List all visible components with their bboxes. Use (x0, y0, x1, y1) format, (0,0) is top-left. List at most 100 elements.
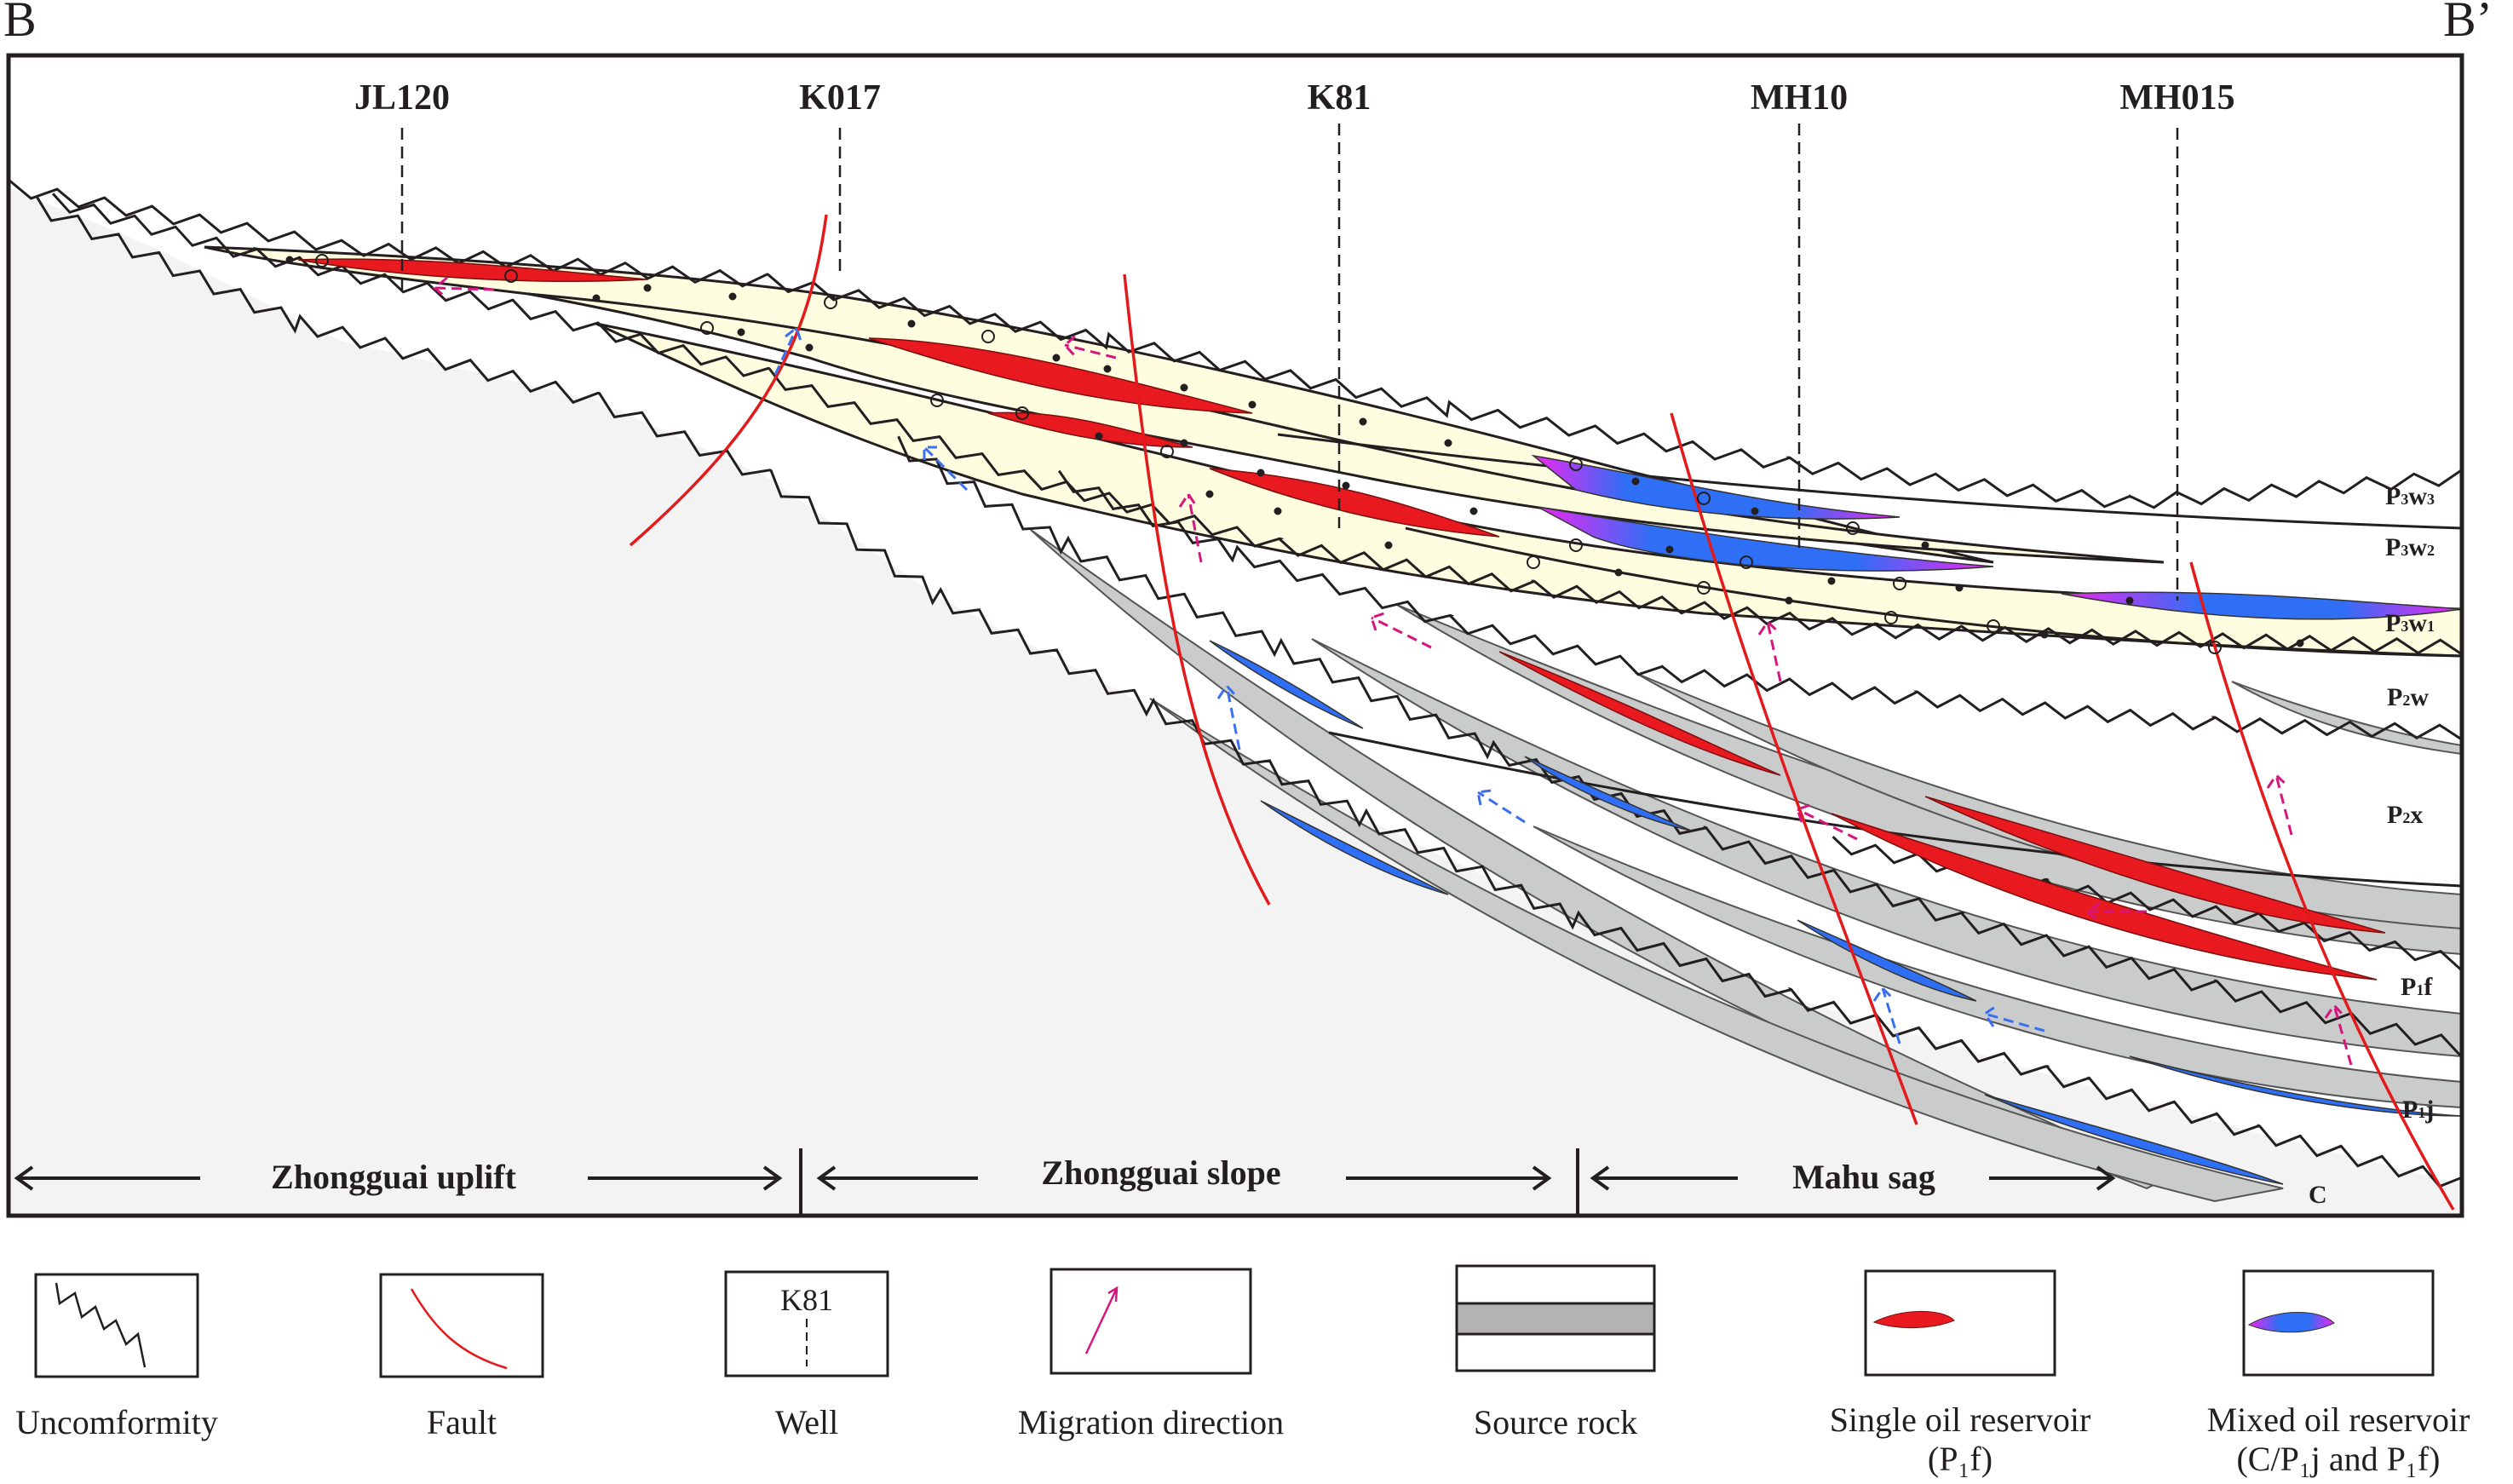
sandstone-grain (1469, 507, 1478, 515)
well-label-jl120: JL120 (354, 78, 450, 118)
fault-line (2189, 561, 2455, 1211)
sandstone-grain (930, 394, 944, 407)
legend-label: Mixed oil reservoir (2207, 1401, 2470, 1439)
sandstone-grain (1015, 406, 1029, 420)
migration-arrow-single (2266, 773, 2293, 836)
migration-arrow-mixed (773, 325, 802, 376)
sandstone-grain (1569, 538, 1583, 552)
sandstone-grain (1740, 555, 1753, 569)
sandstone-grain (1384, 541, 1393, 549)
formation-label-c: C (2309, 1181, 2327, 1209)
zone-label-sag: Mahu sag (1792, 1158, 1935, 1196)
sandstone-grain (1274, 507, 1282, 515)
mixed-oil-reservoir (1984, 1094, 2284, 1185)
sandstone-grain (1827, 577, 1836, 585)
well-label-mh10: MH10 (1751, 78, 1848, 118)
legend-item-well: K81 Well (724, 1270, 889, 1441)
legend-label: Migration direction (1018, 1403, 1284, 1441)
sandstone-grain (1095, 432, 1103, 440)
migration-arrow-single (1796, 803, 1858, 841)
sandstone-grain (1987, 619, 2000, 633)
migration-arrow-mixed (923, 446, 969, 492)
sandstone-grain (1103, 365, 1112, 373)
formation-label-p1f: P1f (2401, 973, 2433, 1001)
sandstone-grain (1527, 555, 1540, 569)
zone-label-uplift: Zhongguai uplift (271, 1158, 517, 1196)
zone-arrow-right (1346, 1165, 1552, 1191)
well-label-mh015: MH015 (2119, 78, 2234, 118)
migration-arrow-mixed (1476, 789, 1526, 824)
bed-boundaries (1277, 433, 2462, 888)
single-oil-reservoir (1831, 813, 2378, 981)
sandstone-grain (1785, 596, 1793, 605)
sandstone-grain (1955, 584, 1964, 592)
source-rock-icon (1455, 1302, 1656, 1336)
migration-arrow-mixed (1982, 1004, 2045, 1032)
unconformity-line (1832, 836, 2462, 970)
sandstone-grain (1697, 581, 1711, 595)
zone-arrow-left (1590, 1165, 1738, 1191)
legend-item-single-oil: Single oil reservoir (P₁f) (1830, 1269, 2091, 1478)
sandstone-grain (1614, 568, 1623, 577)
sandstone-grain (1631, 477, 1640, 486)
zone-arrow-left (14, 1165, 200, 1191)
sandstone-grain (1248, 400, 1256, 409)
unconformity-line (9, 179, 2462, 509)
formation-label-p3w1: P3w1 (2385, 609, 2435, 637)
formation-label-p3w2: P3w2 (2385, 533, 2435, 561)
zone-label-slope: Zhongguai slope (1041, 1153, 1280, 1192)
single-oil-reservoir (868, 337, 1253, 414)
source-rock-layer (1635, 672, 2462, 930)
formation-labels: P3w3 P3w2 P3w1 P2w P2x P1f P1j C (2309, 482, 2435, 1209)
zone-arrow-left (816, 1165, 978, 1191)
zone-arrow-right (1989, 1165, 2116, 1191)
single-oil-reservoir-icon (1872, 1310, 1955, 1328)
well-label-k017: K017 (799, 78, 881, 118)
source-rock-layer (1149, 698, 2284, 1203)
migration-arrow-mixed (1872, 986, 1901, 1044)
sandstone-grain (728, 292, 737, 301)
mixed-oil-reservoir (1524, 756, 1692, 831)
sandstone-grain (700, 321, 714, 335)
sandstone-grain (2296, 639, 2304, 647)
legend: Uncomformity Fault K81 Well Migration di… (15, 1264, 2470, 1478)
migration-arrow-single (1757, 619, 1782, 682)
legend-label: Single oil reservoir (1830, 1401, 2091, 1439)
unconformity-line (1057, 469, 2462, 741)
migration-arrow-single (2324, 1003, 2353, 1066)
legend-label-sub: (C/P₁j and P₁f) (2236, 1440, 2440, 1478)
sandstone-grain (315, 254, 329, 267)
unconformity-lines (9, 179, 2462, 1188)
sandstone-grain (643, 284, 652, 292)
sandstone-grain (907, 319, 916, 328)
fault-icon (410, 1288, 508, 1370)
formation-label-p2w: P2w (2387, 683, 2429, 711)
fault-line (1670, 412, 1918, 1125)
single-oil-reservoir (1209, 468, 1500, 538)
formation-label-p2x: P2x (2387, 801, 2423, 829)
unconformity-line (897, 435, 2461, 1056)
migration-arrows (432, 276, 2353, 1066)
sandstone-grain (1256, 469, 1265, 477)
mixed-oil-reservoir (1537, 506, 1994, 572)
sandstone-grain (1569, 457, 1583, 471)
zone-arrow-right (588, 1165, 783, 1191)
faults (629, 214, 2455, 1211)
sandstone-grain (285, 256, 294, 264)
unconformity-line (36, 197, 2462, 1188)
sandstone-grain (805, 343, 814, 352)
sandstone-grain (1052, 354, 1061, 362)
well-lines (400, 124, 2179, 601)
migration-arrow-single (2085, 901, 2147, 923)
single-oil-reservoir (297, 258, 648, 282)
sandstone-grain (824, 296, 837, 309)
sandstone-grain (2040, 630, 2049, 639)
unconformity-icon (55, 1282, 147, 1368)
migration-arrow-single (1062, 335, 1117, 359)
legend-item-unconformity: Uncomformity (15, 1273, 218, 1441)
mixed-oil-reservoir (1797, 919, 1977, 1002)
legend-label: Source rock (1474, 1403, 1637, 1441)
single-oil-reservoir (1498, 651, 1781, 776)
sandstone-grain (737, 328, 745, 336)
